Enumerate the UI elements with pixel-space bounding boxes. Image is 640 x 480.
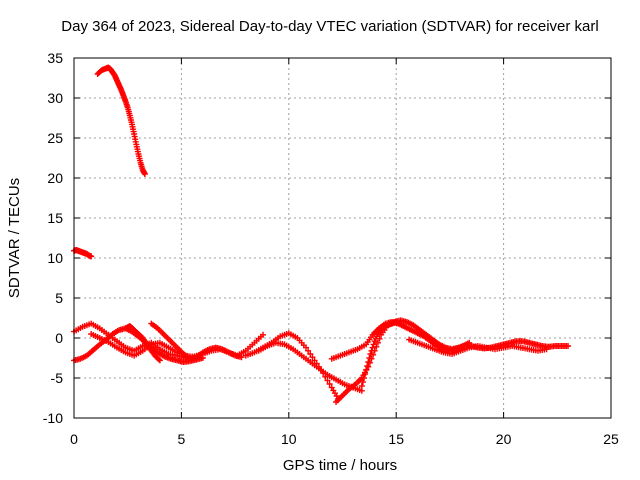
axis-ticks: 0 5 10 15 20 25 -10 -5 0 5 10 15 20 25 30 35 xyxy=(43,50,619,447)
data-point xyxy=(565,343,572,349)
y-tick-label: -5 xyxy=(51,370,64,386)
data-point xyxy=(367,351,374,357)
data-point xyxy=(360,375,367,381)
y-tick-label: 20 xyxy=(47,170,63,186)
data-point xyxy=(359,379,366,385)
data-point xyxy=(156,357,163,364)
x-tick-label: 25 xyxy=(603,431,619,447)
data-point xyxy=(366,355,373,361)
data-point xyxy=(141,171,148,177)
y-tick-label: 35 xyxy=(47,50,63,66)
data-point xyxy=(155,356,162,363)
data-point xyxy=(363,367,370,373)
x-tick-label: 0 xyxy=(70,431,78,447)
series-12 xyxy=(406,336,550,357)
y-tick-label: 0 xyxy=(55,330,63,346)
x-tick-label: 5 xyxy=(178,431,186,447)
series-1 xyxy=(71,247,95,260)
series-0 xyxy=(94,64,148,177)
y-tick-label: 25 xyxy=(47,130,63,146)
data-point xyxy=(260,331,267,338)
x-tick-label: 20 xyxy=(496,431,512,447)
series-8 xyxy=(255,339,365,394)
data-point xyxy=(368,347,375,354)
plot-frame xyxy=(73,57,612,419)
data-point xyxy=(309,354,316,361)
data-point xyxy=(302,344,309,351)
data-marks xyxy=(71,64,572,405)
data-point xyxy=(358,383,365,389)
data-point xyxy=(324,377,331,384)
data-point xyxy=(364,363,371,369)
data-point xyxy=(199,355,206,361)
data-point xyxy=(238,354,245,361)
y-tick-label: -10 xyxy=(43,410,63,426)
data-point xyxy=(369,344,376,351)
series-11 xyxy=(358,319,400,389)
x-tick-label: 10 xyxy=(281,431,297,447)
data-point xyxy=(305,347,312,354)
series-6 xyxy=(122,323,163,364)
data-point xyxy=(365,359,372,365)
y-tick-label: 10 xyxy=(47,250,63,266)
y-tick-label: 15 xyxy=(47,210,63,226)
series-10 xyxy=(328,319,473,362)
data-point xyxy=(370,341,377,348)
data-point xyxy=(543,346,550,353)
data-point xyxy=(362,371,369,377)
y-tick-label: 30 xyxy=(47,90,63,106)
y-tick-label: 5 xyxy=(55,290,63,306)
series-5 xyxy=(148,320,245,362)
x-tick-label: 15 xyxy=(388,431,404,447)
data-point xyxy=(326,381,333,387)
data-point xyxy=(307,351,314,357)
chart-title: Day 364 of 2023, Sidereal Day-to-day VTE… xyxy=(61,18,598,35)
x-axis-title: GPS time / hours xyxy=(283,457,397,474)
data-point xyxy=(374,339,381,346)
data-point xyxy=(88,253,95,260)
data-point xyxy=(393,319,400,325)
y-axis-title: SDTVAR / TECUs xyxy=(6,178,23,298)
